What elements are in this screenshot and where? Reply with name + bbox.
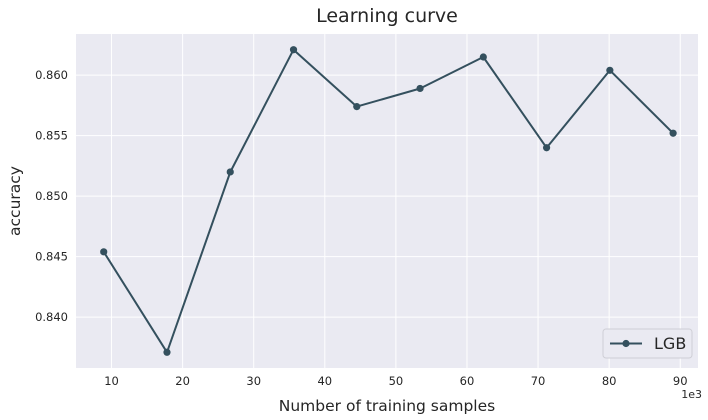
x-offset-label: 1e3 bbox=[681, 388, 702, 401]
x-tick-label: 60 bbox=[460, 374, 475, 388]
x-tick-label: 90 bbox=[673, 374, 688, 388]
data-point bbox=[542, 144, 551, 152]
x-tick-labels: 10 20 30 40 50 60 70 80 90 bbox=[104, 374, 687, 388]
legend-label-lgb: LGB bbox=[654, 334, 686, 353]
chart-title: Learning curve bbox=[316, 5, 458, 27]
data-point bbox=[479, 53, 487, 61]
series-line-lgb bbox=[102, 48, 674, 354]
data-point bbox=[100, 248, 108, 256]
x-tick-label: 40 bbox=[317, 374, 332, 388]
x-tick-label: 70 bbox=[531, 374, 546, 388]
x-tick-label: 20 bbox=[175, 374, 190, 388]
data-point bbox=[226, 168, 234, 176]
y-gridlines bbox=[76, 74, 698, 318]
x-tick-label: 10 bbox=[104, 374, 119, 388]
legend: LGB bbox=[602, 328, 693, 359]
x-gridlines bbox=[111, 34, 681, 368]
data-point bbox=[606, 66, 614, 74]
data-point bbox=[163, 348, 171, 356]
x-axis-label: Number of training samples bbox=[279, 397, 495, 415]
data-point bbox=[353, 103, 361, 111]
y-tick-label: 0.850 bbox=[35, 189, 68, 203]
plot-area bbox=[76, 34, 698, 368]
y-tick-label: 0.860 bbox=[35, 68, 68, 82]
legend-box bbox=[602, 328, 693, 359]
y-tick-label: 0.840 bbox=[35, 310, 68, 324]
legend-point-marker bbox=[622, 339, 630, 348]
data-point bbox=[669, 129, 677, 137]
series-lgb bbox=[100, 46, 677, 356]
x-tick-label: 30 bbox=[246, 374, 261, 388]
y-axis-label: accuracy bbox=[6, 166, 24, 236]
y-tick-label: 0.845 bbox=[35, 250, 68, 264]
x-tick-label: 80 bbox=[602, 374, 617, 388]
y-tick-labels: 0.840 0.845 0.850 0.855 0.860 bbox=[35, 68, 68, 324]
x-tick-label: 50 bbox=[389, 374, 404, 388]
y-tick-label: 0.855 bbox=[35, 129, 68, 143]
data-point bbox=[416, 84, 424, 93]
data-point bbox=[289, 46, 298, 54]
